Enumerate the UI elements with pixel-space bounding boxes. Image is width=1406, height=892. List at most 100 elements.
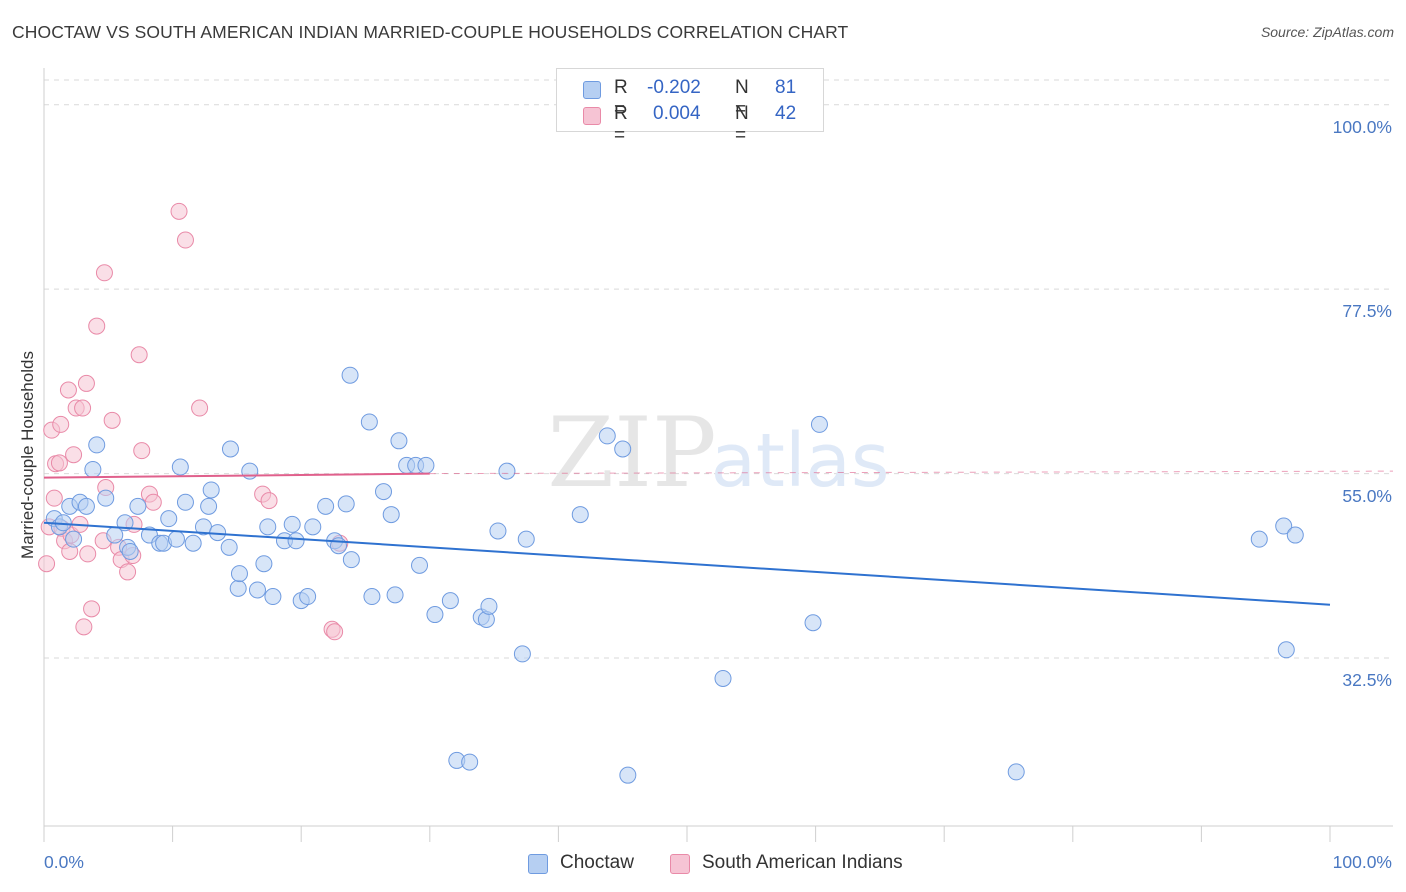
choctaw-point [241,462,259,480]
choctaw-point [259,518,277,536]
sai-point [326,623,344,641]
choctaw-point [390,432,408,450]
choctaw-point [121,542,139,560]
choctaw-point [461,753,479,771]
choctaw-point [283,515,301,533]
choctaw-point [386,586,404,604]
choctaw-trend-line [43,521,1331,606]
choctaw-point [221,440,239,458]
choctaw-point [97,489,115,507]
choctaw-point [77,497,95,515]
choctaw-point [480,597,498,615]
sai-point [74,399,92,417]
watermark-zip: ZIP [547,397,716,509]
choctaw-point [329,537,347,555]
sai-point [65,446,83,464]
choctaw-point [360,413,378,431]
source-label: Source: ZipAtlas.com [1260,24,1394,40]
sai-point [52,415,70,433]
choctaw-point [84,460,102,478]
sai-point [133,442,151,460]
sai-point [260,492,278,510]
sai-point [79,545,97,563]
choctaw-point [804,614,822,632]
choctaw-point [619,766,637,784]
trend-lines [43,470,1394,606]
legend-r-value: 0.004 [653,103,701,124]
sai-trend-line [43,472,430,479]
choctaw-point [129,497,147,515]
watermark-atlas: atlas [711,418,890,504]
choctaw-point [220,538,238,556]
sai-point [170,202,188,220]
choctaw-point [498,462,516,480]
sai-point [83,600,101,618]
choctaw-point [229,579,247,597]
legend-swatch-south-american-indians [670,854,690,874]
y-tick-label: 32.5% [1342,669,1392,690]
choctaw-point [513,645,531,663]
legend-swatch-choctaw [583,81,601,99]
choctaw-point [200,497,218,515]
choctaw-point [255,555,273,573]
sai-trend-extension [429,470,1394,475]
choctaw-point [1286,526,1304,544]
choctaw-point [489,522,507,540]
choctaw-point [171,458,189,476]
legend-r-label: R = [614,77,628,120]
choctaw-point [411,556,429,574]
choctaw-point [342,551,360,569]
sai-point [75,618,93,636]
sai-point [95,264,113,282]
legend-swatch-choctaw [528,854,548,874]
choctaw-point [176,493,194,511]
correlation-legend: R = -0.202 N = 81 R = 0.004 N = 42 [556,68,824,146]
chart-title: CHOCTAW VS SOUTH AMERICAN INDIAN MARRIED… [12,22,849,42]
axes [43,68,1393,842]
y-tick-label: 55.0% [1342,485,1392,506]
choctaw-point [1250,530,1268,548]
choctaw-point [382,506,400,524]
choctaw-point [714,669,732,687]
sai-point [176,231,194,249]
choctaw-point [417,456,435,474]
sai-point [191,399,209,417]
legend-r-label: R = [614,103,628,146]
legend-n-label: N = [735,103,749,146]
sai-point [77,374,95,392]
choctaw-point [614,440,632,458]
choctaw-point [299,588,317,606]
sai-point [144,493,162,511]
choctaw-point [571,506,589,524]
choctaw-point [88,436,106,454]
y-tick-label: 77.5% [1342,301,1392,322]
choctaw-point [304,518,322,536]
choctaw-point [426,606,444,624]
choctaw-point [287,532,305,550]
legend-r-value: -0.202 [647,77,701,98]
x-tick-min: 0.0% [44,852,84,872]
legend-n-label: N = [735,77,749,120]
choctaw-point [1007,763,1025,781]
choctaw-point [598,427,616,445]
choctaw-point [230,565,248,583]
sai-point [130,346,148,364]
choctaw-point [65,530,83,548]
sai-point [45,489,63,507]
choctaw-point [317,497,335,515]
sai-point [103,411,121,429]
legend-swatch-south-american-indians [583,107,601,125]
choctaw-point [441,592,459,610]
legend-n-value: 42 [775,103,797,124]
choctaw-point [202,481,220,499]
choctaw-point [167,530,185,548]
choctaw-point [1275,517,1293,535]
choctaw-point [375,483,393,501]
choctaw-point [160,510,178,528]
choctaw-point [264,588,282,606]
legend-n-value: 81 [775,77,797,98]
legend-label-south-american-indians: South American Indians [702,852,903,873]
y-tick-label: 100.0% [1332,116,1392,137]
sai-point [50,454,68,472]
choctaw-point [363,588,381,606]
